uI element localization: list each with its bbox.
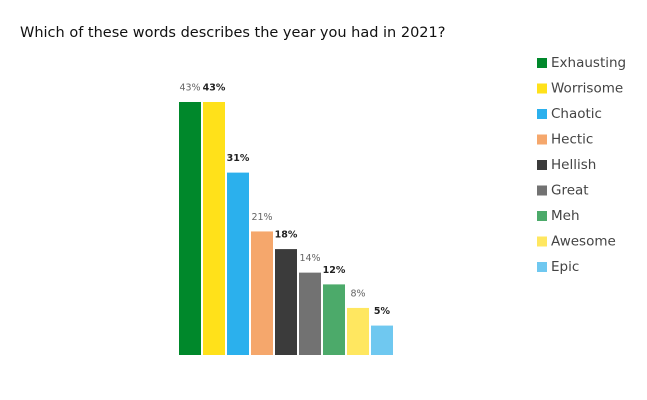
legend-swatch (537, 211, 547, 221)
legend-label: Epic (551, 259, 579, 275)
data-label: 21% (251, 212, 272, 223)
legend-swatch (537, 109, 547, 119)
legend-swatch (537, 185, 547, 196)
legend-swatch (537, 160, 547, 170)
bar (299, 272, 321, 355)
legend-label: Awesome (551, 234, 616, 250)
bar (251, 231, 273, 355)
legend-swatch (537, 58, 547, 68)
legend-swatch (537, 83, 547, 94)
bar (347, 307, 369, 355)
bar (323, 284, 345, 355)
data-label: 12% (323, 265, 346, 276)
data-label: 14% (299, 253, 320, 264)
legend-swatch (537, 262, 547, 272)
legend-label: Worrisome (551, 81, 623, 97)
legend-label: Hectic (551, 132, 593, 148)
bar (275, 249, 297, 355)
data-label: 8% (350, 288, 365, 299)
data-label: 43% (179, 83, 200, 94)
bar (179, 102, 201, 355)
legend-swatch (537, 134, 547, 145)
legend-swatch (537, 236, 547, 247)
bar (371, 325, 393, 355)
bar (203, 102, 225, 355)
legend-label: Hellish (551, 157, 596, 173)
legend-label: Chaotic (551, 106, 602, 122)
data-label: 43% (203, 83, 226, 94)
data-label: 31% (227, 153, 250, 164)
legend-label: Exhausting (551, 55, 626, 71)
legend-label: Great (551, 183, 589, 199)
data-label: 5% (374, 306, 391, 317)
data-label: 18% (275, 230, 298, 241)
legend-label: Meh (551, 208, 580, 224)
chart-title: Which of these words describes the year … (20, 25, 445, 41)
bar (227, 172, 249, 355)
